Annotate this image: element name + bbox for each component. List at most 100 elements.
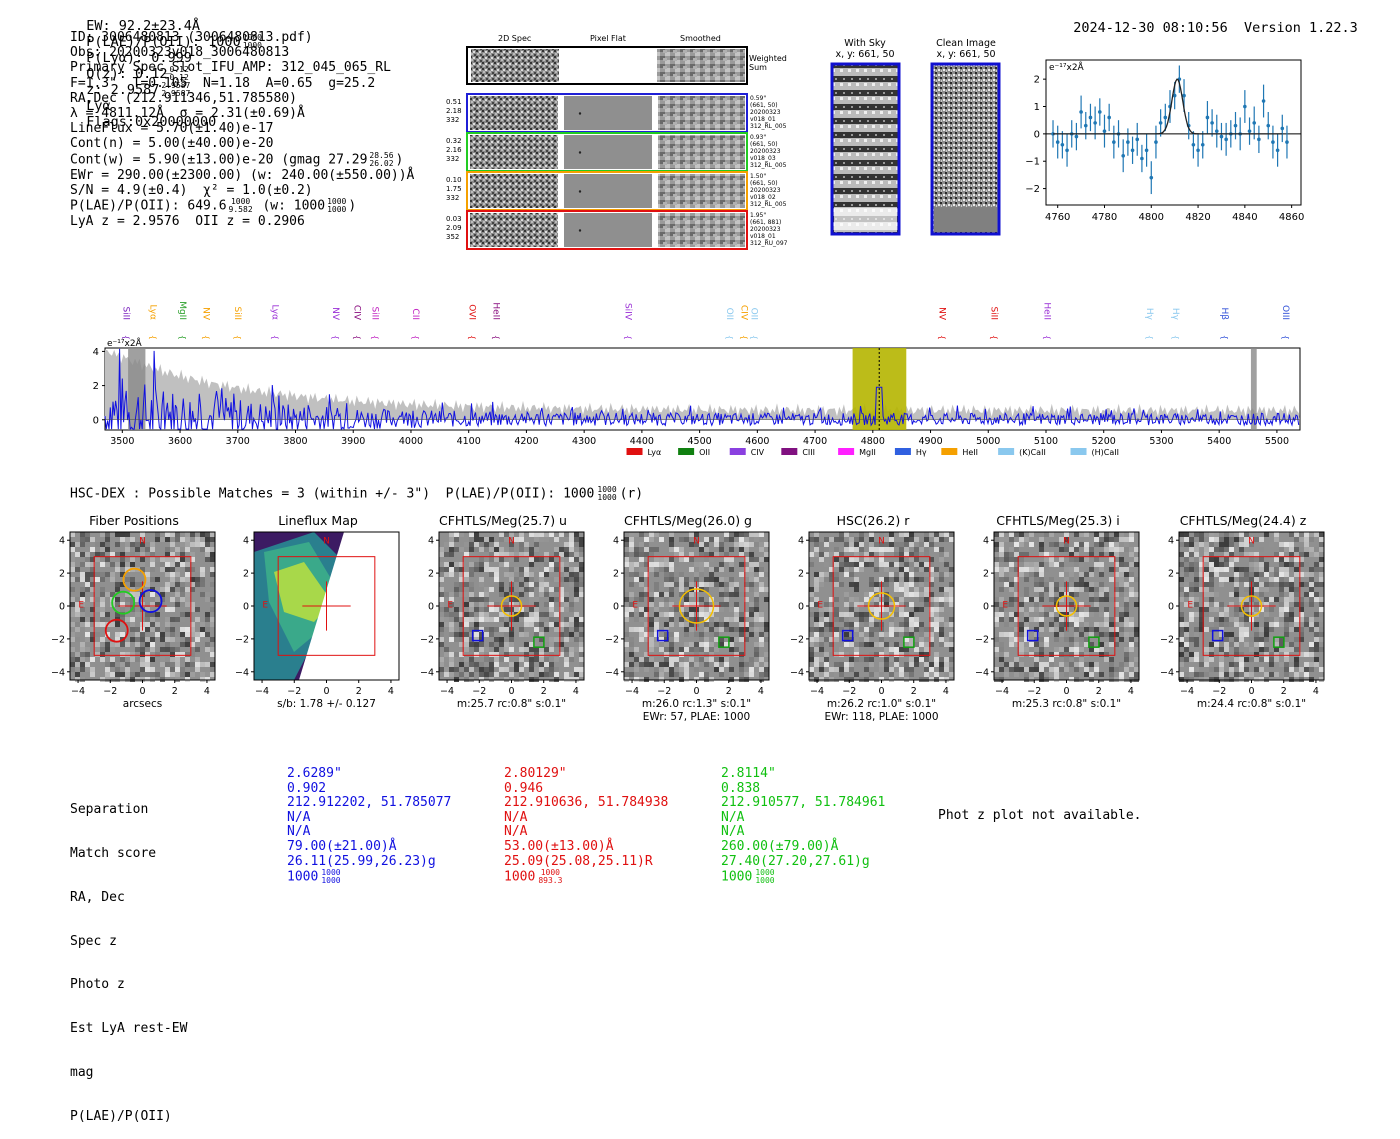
pixel bbox=[1039, 637, 1044, 642]
pixel bbox=[105, 667, 110, 672]
pixel bbox=[839, 557, 844, 562]
pixel bbox=[1229, 552, 1234, 557]
pixel bbox=[694, 577, 699, 582]
pixel bbox=[479, 547, 484, 552]
pixel bbox=[644, 622, 649, 627]
pixel bbox=[814, 602, 819, 607]
pixel bbox=[819, 647, 824, 652]
pixel bbox=[644, 612, 649, 617]
pixel bbox=[494, 557, 499, 562]
pixel bbox=[1059, 562, 1064, 567]
pixel bbox=[704, 652, 709, 657]
pixel bbox=[764, 637, 769, 642]
pixel bbox=[1024, 552, 1029, 557]
pixel bbox=[819, 632, 824, 637]
pixel bbox=[1209, 567, 1214, 572]
pixel bbox=[474, 652, 479, 657]
pixel bbox=[544, 612, 549, 617]
pixel bbox=[699, 572, 704, 577]
pixel bbox=[699, 552, 704, 557]
y-tick-label: 4 bbox=[798, 536, 804, 547]
pixel bbox=[649, 567, 654, 572]
pixel bbox=[694, 667, 699, 672]
data-point bbox=[1140, 156, 1144, 161]
pixel bbox=[544, 662, 549, 667]
pixel bbox=[1299, 532, 1304, 537]
pixel bbox=[75, 612, 80, 617]
pixel bbox=[150, 592, 155, 597]
pixel bbox=[1059, 587, 1064, 592]
pixel bbox=[624, 662, 629, 667]
label-spec-z: Spec z bbox=[70, 933, 117, 949]
pixel bbox=[814, 622, 819, 627]
pixel bbox=[1049, 552, 1054, 557]
row-meta-line: 1.95" bbox=[750, 212, 767, 219]
x-tick-label: 4200 bbox=[514, 436, 538, 447]
pixel bbox=[1284, 547, 1289, 552]
fiber-red bbox=[104, 618, 129, 643]
data-point bbox=[1154, 140, 1158, 144]
pixel bbox=[454, 592, 459, 597]
pixel bbox=[859, 612, 864, 617]
pixel bbox=[90, 637, 95, 642]
pixel bbox=[1199, 562, 1204, 567]
pixel bbox=[135, 632, 140, 637]
pixel bbox=[1099, 567, 1104, 572]
pixel bbox=[1029, 567, 1034, 572]
pixel bbox=[629, 537, 634, 542]
row-meta-line: 20200323 bbox=[750, 226, 781, 233]
pixel bbox=[1179, 672, 1184, 677]
pixel bbox=[1314, 592, 1319, 597]
pixel bbox=[734, 612, 739, 617]
pixel bbox=[559, 562, 564, 567]
pixel bbox=[1239, 672, 1244, 677]
pixel bbox=[1014, 552, 1019, 557]
pixel bbox=[579, 652, 584, 657]
pixel bbox=[1034, 587, 1039, 592]
pixel bbox=[724, 662, 729, 667]
pixel bbox=[1274, 567, 1279, 572]
pixel bbox=[175, 537, 180, 542]
image-panel: Fiber Positions N E −4 −4 −2 −2 0 0 2 2 4 4 arcsecs bbox=[44, 510, 224, 725]
row-meta-line: 0.59" bbox=[750, 95, 767, 102]
pixel bbox=[1314, 567, 1319, 572]
pixel bbox=[449, 662, 454, 667]
pixel bbox=[1194, 582, 1199, 587]
pixel bbox=[724, 552, 729, 557]
pixel bbox=[534, 557, 539, 562]
pixel bbox=[464, 647, 469, 652]
pixel bbox=[704, 542, 709, 547]
pixel bbox=[180, 592, 185, 597]
pixel bbox=[1009, 642, 1014, 647]
pixel bbox=[1229, 667, 1234, 672]
pixel bbox=[1189, 597, 1194, 602]
pixel bbox=[539, 557, 544, 562]
pixel bbox=[1254, 602, 1259, 607]
pixel bbox=[749, 667, 754, 672]
pixel bbox=[694, 537, 699, 542]
pixel bbox=[739, 532, 744, 537]
pixel bbox=[1114, 602, 1119, 607]
pixel bbox=[1289, 642, 1294, 647]
pixel bbox=[649, 562, 654, 567]
pixel bbox=[624, 647, 629, 652]
pixel bbox=[564, 627, 569, 632]
pixel bbox=[1194, 657, 1199, 662]
row-meta-line: (661, 881) bbox=[750, 219, 782, 226]
row-stat: 1.75 bbox=[446, 185, 462, 193]
pixel bbox=[504, 537, 509, 542]
match-green-box bbox=[903, 636, 915, 648]
pixel bbox=[634, 657, 639, 662]
pixel bbox=[689, 647, 694, 652]
pixel bbox=[1124, 607, 1129, 612]
pixel bbox=[844, 612, 849, 617]
pixel bbox=[1134, 667, 1139, 672]
pixel bbox=[170, 577, 175, 582]
pixel bbox=[1084, 582, 1089, 587]
pixel bbox=[544, 537, 549, 542]
legend-swatch bbox=[941, 448, 958, 455]
pixel bbox=[869, 632, 874, 637]
pixel bbox=[1224, 672, 1229, 677]
pixel bbox=[559, 652, 564, 657]
pixel bbox=[764, 662, 769, 667]
